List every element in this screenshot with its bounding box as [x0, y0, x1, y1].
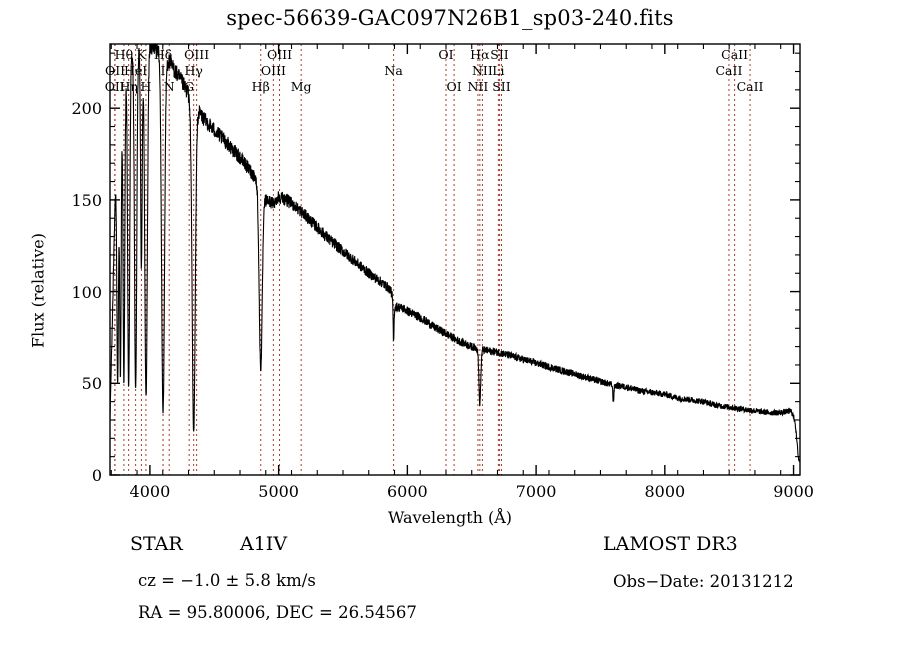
y-tick-label: 100	[71, 282, 102, 302]
spectral-line-label: HeI	[123, 63, 148, 78]
x-tick-label: 7000	[515, 482, 557, 501]
spectral-line-label: Hα	[470, 47, 490, 62]
spectral-line-label: SII	[492, 79, 511, 94]
spectral-line-label: Hη	[119, 79, 138, 94]
spectral-line-label: CaII	[736, 79, 764, 94]
x-tick-label: 5000	[258, 482, 299, 501]
spectral-line-label: Mg	[290, 79, 312, 94]
x-tick-label: 6000	[387, 482, 428, 501]
coordinates-label: RA = 95.80006, DEC = 26.54567	[138, 603, 417, 622]
spectral-line-label: OII	[104, 63, 126, 78]
spectral-line-label: G	[184, 79, 195, 94]
plot-frame	[109, 43, 801, 476]
spectral-line-label: OI	[446, 79, 462, 94]
spectral-line-label: CaII	[715, 63, 743, 78]
obs-date-label: Obs−Date: 20131212	[613, 572, 794, 591]
redshift-velocity-label: cz = −1.0 ± 5.8 km/s	[138, 571, 316, 590]
spectral-line-label: CaII	[721, 47, 749, 62]
spectral-line-label: Hδ	[153, 47, 173, 62]
y-tick-label: 50	[81, 374, 102, 394]
y-tick-label: 0	[91, 466, 102, 485]
object-type-label: STAR	[130, 533, 183, 555]
x-tick-label: 4000	[129, 482, 171, 501]
spectral-line-label: K	[136, 47, 147, 62]
spectral-line-label: Li	[492, 63, 505, 78]
x-tick-label: 9000	[773, 482, 814, 501]
x-tick-label: 8000	[644, 482, 686, 501]
spectral-line-label: Hθ	[114, 47, 134, 62]
spectral-line-label: OIII	[184, 47, 210, 62]
page-title: spec-56639-GAC097N26B1_sp03-240.fits	[226, 6, 674, 30]
spectral-line-label: OIII	[267, 47, 293, 62]
spectral-line-label: I	[160, 63, 166, 78]
y-tick-label: 200	[71, 99, 102, 119]
spectral-line-label: OII	[104, 79, 125, 94]
x-axis-label: Wavelength (Å)	[387, 508, 513, 527]
spectral-line-label: NII	[471, 63, 493, 78]
spectral-line-label: NII	[467, 79, 489, 94]
spectral-line-label: N	[163, 79, 175, 94]
spectral-line-label: Hβ	[251, 79, 270, 94]
spectral-line-label: H	[140, 79, 152, 94]
survey-label: LAMOST DR3	[603, 533, 738, 555]
y-tick-label: 150	[71, 190, 102, 210]
spectral-line-label: SII	[490, 47, 509, 62]
spectral-line-label: OIII	[260, 63, 286, 78]
spectral-line-label: Hγ	[184, 63, 203, 78]
spectral-line-label: Na	[384, 63, 403, 78]
spectral-class-label: A1IV	[240, 533, 288, 555]
spectrum-trace	[109, 43, 801, 463]
spectral-line-label: OI	[438, 47, 454, 62]
